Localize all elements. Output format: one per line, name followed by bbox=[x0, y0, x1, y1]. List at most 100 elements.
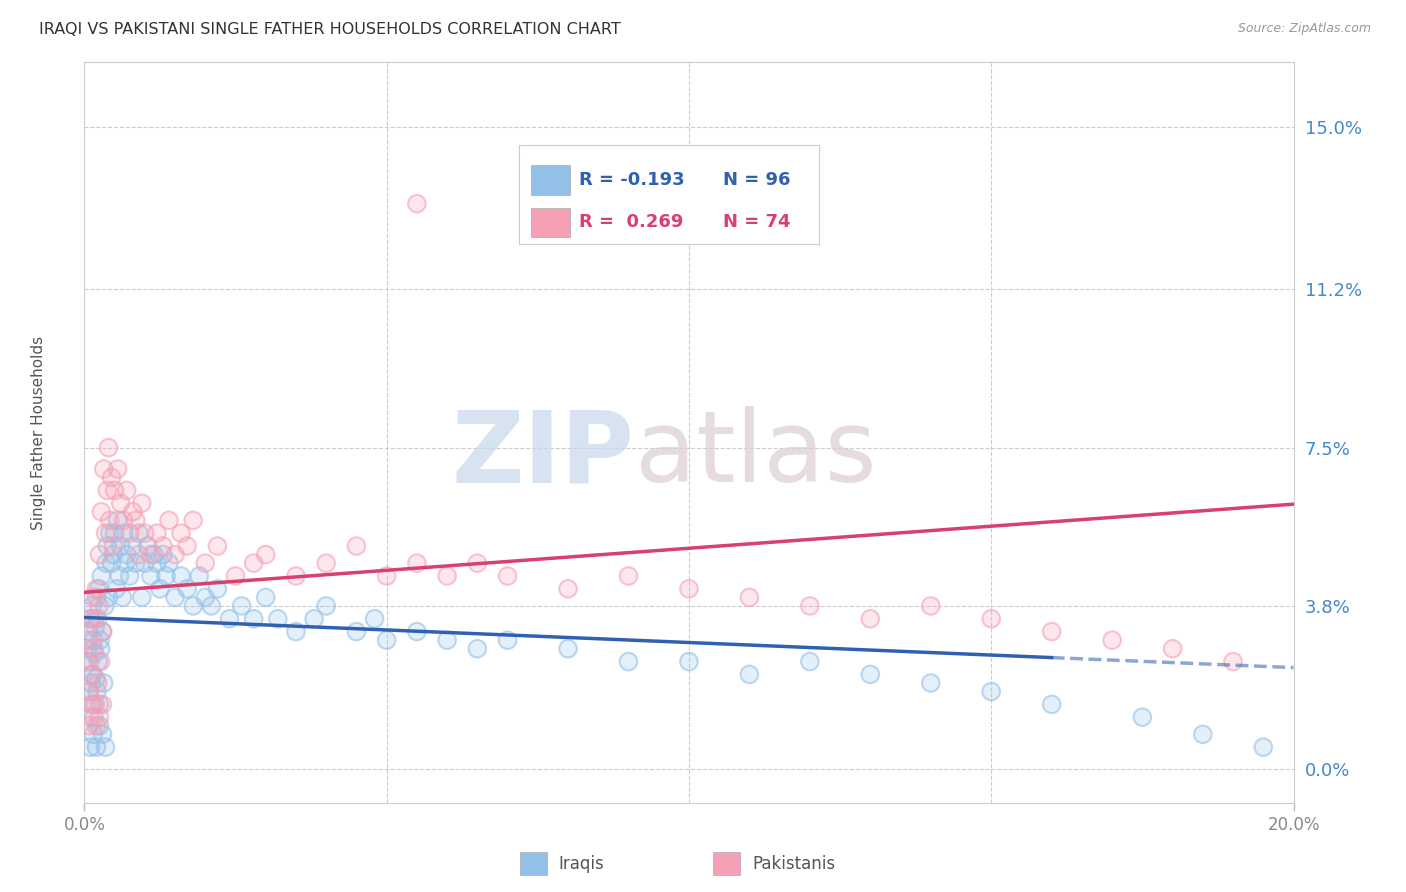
Point bbox=[181, 599, 204, 613]
FancyBboxPatch shape bbox=[520, 852, 547, 875]
Point bbox=[86, 582, 108, 596]
Point bbox=[125, 556, 148, 570]
Point bbox=[254, 548, 277, 562]
Point bbox=[1101, 633, 1123, 648]
Point bbox=[346, 624, 368, 639]
Point bbox=[375, 569, 398, 583]
Point bbox=[1040, 698, 1063, 712]
Point bbox=[155, 569, 177, 583]
Point bbox=[363, 612, 385, 626]
Point bbox=[105, 582, 128, 596]
Text: atlas: atlas bbox=[634, 407, 876, 503]
Point bbox=[82, 591, 104, 605]
Point bbox=[94, 599, 117, 613]
Point bbox=[146, 556, 169, 570]
Point bbox=[302, 612, 325, 626]
FancyBboxPatch shape bbox=[713, 852, 740, 875]
Point bbox=[86, 591, 108, 605]
Point bbox=[406, 196, 429, 211]
Point bbox=[91, 624, 114, 639]
Point bbox=[94, 556, 117, 570]
Point bbox=[107, 462, 129, 476]
Point bbox=[207, 582, 229, 596]
Point bbox=[77, 719, 100, 733]
Point bbox=[104, 526, 127, 541]
Point bbox=[94, 599, 117, 613]
Point bbox=[82, 599, 104, 613]
Point bbox=[84, 620, 107, 634]
Point bbox=[738, 667, 761, 681]
Point bbox=[678, 582, 700, 596]
Point bbox=[496, 633, 519, 648]
Point bbox=[80, 698, 103, 712]
Point bbox=[112, 513, 135, 527]
Point bbox=[98, 513, 121, 527]
Point bbox=[91, 727, 114, 741]
Point bbox=[86, 612, 108, 626]
Point bbox=[134, 556, 156, 570]
Point bbox=[1222, 655, 1244, 669]
Point bbox=[90, 655, 112, 669]
Point bbox=[82, 667, 104, 681]
Point bbox=[920, 599, 942, 613]
Point bbox=[242, 612, 264, 626]
Text: R =  0.269: R = 0.269 bbox=[579, 213, 683, 232]
Point bbox=[107, 513, 129, 527]
Point bbox=[157, 513, 180, 527]
Point bbox=[1253, 740, 1275, 755]
Point bbox=[89, 719, 111, 733]
Point bbox=[170, 569, 193, 583]
Point bbox=[375, 633, 398, 648]
Point bbox=[157, 513, 180, 527]
Point bbox=[118, 526, 141, 541]
Point bbox=[128, 548, 150, 562]
Point bbox=[139, 548, 162, 562]
Point bbox=[84, 620, 107, 634]
Point bbox=[94, 740, 117, 755]
Point bbox=[111, 591, 134, 605]
Text: Iraqis: Iraqis bbox=[558, 855, 605, 872]
Point bbox=[94, 526, 117, 541]
Text: N = 96: N = 96 bbox=[723, 170, 790, 189]
Point bbox=[859, 612, 882, 626]
Point bbox=[738, 667, 761, 681]
Point bbox=[79, 710, 101, 724]
Point bbox=[80, 667, 103, 681]
Point bbox=[1132, 710, 1154, 724]
Point bbox=[84, 672, 107, 686]
Point bbox=[980, 612, 1002, 626]
Point bbox=[1040, 698, 1063, 712]
Point bbox=[859, 612, 882, 626]
Point bbox=[87, 599, 110, 613]
Point bbox=[859, 667, 882, 681]
Point bbox=[91, 698, 114, 712]
Point bbox=[77, 684, 100, 698]
Point bbox=[93, 676, 115, 690]
Point bbox=[91, 624, 114, 639]
Point bbox=[94, 740, 117, 755]
Point bbox=[89, 548, 111, 562]
Point bbox=[678, 655, 700, 669]
Point bbox=[89, 633, 111, 648]
Point bbox=[93, 676, 115, 690]
Point bbox=[90, 505, 112, 519]
Point bbox=[89, 698, 111, 712]
Point bbox=[1132, 710, 1154, 724]
Text: ZIP: ZIP bbox=[451, 407, 634, 503]
Point bbox=[157, 556, 180, 570]
Point bbox=[87, 582, 110, 596]
Point bbox=[1161, 641, 1184, 656]
Point bbox=[97, 441, 120, 455]
Point bbox=[181, 513, 204, 527]
Point bbox=[165, 591, 187, 605]
Point bbox=[82, 633, 104, 648]
Point bbox=[79, 612, 101, 626]
Point bbox=[110, 539, 132, 553]
Point bbox=[149, 582, 172, 596]
Point bbox=[91, 624, 114, 639]
Text: Pakistanis: Pakistanis bbox=[752, 855, 835, 872]
Point bbox=[86, 612, 108, 626]
Point bbox=[125, 556, 148, 570]
Point bbox=[82, 727, 104, 741]
Point bbox=[83, 612, 105, 626]
